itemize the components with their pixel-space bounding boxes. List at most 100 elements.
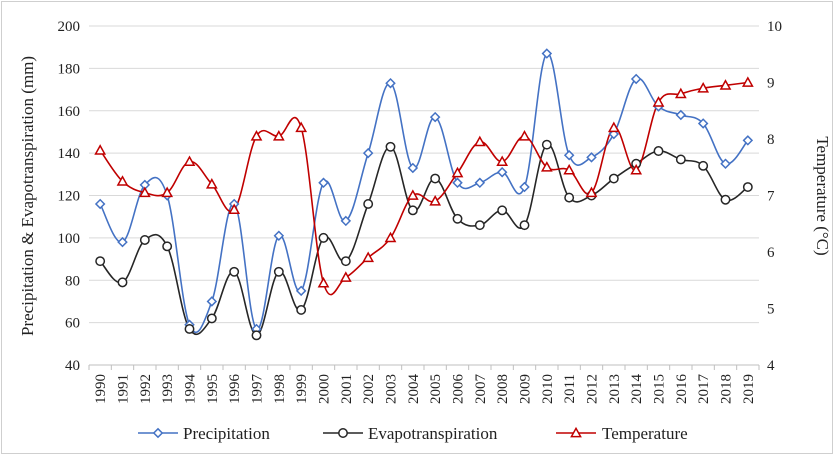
point-evapotranspiration-1994 xyxy=(184,324,195,334)
y2-tick-label: 6 xyxy=(767,245,775,261)
point-evapotranspiration-1991 xyxy=(117,277,128,288)
legend-item-evapotranspiration[interactable]: Evapotranspiration xyxy=(323,424,498,443)
y2-tick-label: 5 xyxy=(767,302,775,318)
point-temperature-2017 xyxy=(697,82,710,93)
point-evapotranspiration-2019 xyxy=(742,182,753,192)
legend-label-precipitation: Precipitation xyxy=(183,424,270,443)
point-evapotranspiration-2008 xyxy=(497,205,508,216)
point-precipitation-2017 xyxy=(697,118,709,129)
legend-item-temperature[interactable]: Temperature xyxy=(556,424,688,443)
point-evapotranspiration-2017 xyxy=(698,160,709,171)
x-tick-label: 1992 xyxy=(138,374,154,404)
point-precipitation-2005 xyxy=(429,111,441,123)
point-temperature-1998 xyxy=(272,130,285,141)
point-temperature-2010 xyxy=(540,161,553,172)
point-precipitation-2018 xyxy=(720,158,731,169)
y-tick-label: 40 xyxy=(65,358,80,374)
legend-marker-shape-temperature xyxy=(570,426,582,438)
y2-tick-label: 10 xyxy=(767,19,782,35)
point-evapotranspiration-1996 xyxy=(229,266,240,277)
point-temperature-2018 xyxy=(719,79,732,90)
legend: Precipitation Evapotranspiration Tempera… xyxy=(138,424,688,443)
y2-axis-title: Temperature (°C) xyxy=(813,136,832,255)
point-evapotranspiration-2009 xyxy=(519,220,530,231)
point-temperature-1996 xyxy=(228,203,241,215)
y-tick-label: 140 xyxy=(58,146,81,162)
point-temperature-2011 xyxy=(563,163,576,175)
point-evapotranspiration-2001 xyxy=(340,256,351,267)
x-tick-label: 2007 xyxy=(473,374,489,405)
point-precipitation-2004 xyxy=(407,162,419,174)
point-precipitation-2012 xyxy=(586,152,597,163)
legend-marker-shape-precipitation xyxy=(152,427,164,439)
point-evapotranspiration-2003 xyxy=(385,141,396,152)
x-tick-label: 2013 xyxy=(607,374,623,404)
point-temperature-2012 xyxy=(585,186,598,198)
point-temperature-2001 xyxy=(339,271,352,282)
point-temperature-1992 xyxy=(138,186,151,198)
point-temperature-2003 xyxy=(384,231,397,243)
point-evapotranspiration-2006 xyxy=(452,213,463,224)
point-temperature-1994 xyxy=(183,155,196,167)
x-tick-label: 1998 xyxy=(272,374,288,404)
y-tick-label: 60 xyxy=(65,316,80,332)
y-tick-label: 120 xyxy=(58,189,81,205)
point-precipitation-1998 xyxy=(273,230,285,242)
point-temperature-2013 xyxy=(607,121,620,133)
point-precipitation-2001 xyxy=(340,215,352,227)
y2-tick-label: 4 xyxy=(767,358,775,374)
point-temperature-2019 xyxy=(741,76,754,87)
y-axis-title: Precipitation & Evapotranspiration (mm) xyxy=(18,56,37,336)
point-temperature-2014 xyxy=(630,163,643,175)
legend-marker-precipitation xyxy=(152,427,164,439)
y-tick-label: 180 xyxy=(58,61,81,77)
x-tick-label: 2011 xyxy=(562,374,578,403)
point-evapotranspiration-2013 xyxy=(608,173,619,184)
point-evapotranspiration-2011 xyxy=(564,192,575,203)
legend-marker-shape-evapotranspiration xyxy=(338,428,348,438)
point-precipitation-2008 xyxy=(496,166,508,178)
legend-item-precipitation[interactable]: Precipitation xyxy=(138,424,270,443)
legend-label-evapotranspiration: Evapotranspiration xyxy=(368,424,498,443)
x-tick-label: 1991 xyxy=(116,374,132,404)
x-tick-label: 1997 xyxy=(250,374,266,405)
y2-tick-label: 8 xyxy=(767,132,775,148)
point-temperature-2009 xyxy=(518,130,531,141)
x-tick-label: 2001 xyxy=(339,374,355,404)
y-tick-label: 160 xyxy=(58,104,81,120)
point-evapotranspiration-1993 xyxy=(162,241,173,252)
point-precipitation-1995 xyxy=(206,296,218,307)
point-temperature-1991 xyxy=(116,175,129,186)
point-evapotranspiration-2018 xyxy=(720,194,731,205)
x-tick-label: 2002 xyxy=(361,374,377,404)
x-tick-label: 1999 xyxy=(294,374,310,404)
point-precipitation-2014 xyxy=(630,73,642,85)
x-tick-label: 2018 xyxy=(719,374,735,404)
x-tick-label: 2004 xyxy=(406,374,422,405)
point-precipitation-2019 xyxy=(742,135,754,146)
point-temperature-2015 xyxy=(652,96,665,107)
x-tick-label: 2016 xyxy=(674,374,690,405)
y-tick-label: 80 xyxy=(65,273,80,289)
point-temperature-2006 xyxy=(451,166,464,178)
point-precipitation-2003 xyxy=(385,77,396,89)
x-tick-label: 2014 xyxy=(629,374,645,405)
point-precipitation-2009 xyxy=(519,181,530,193)
point-temperature-2007 xyxy=(473,135,486,147)
x-tick-label: 2008 xyxy=(495,374,511,404)
y2-tick-label: 9 xyxy=(767,76,775,92)
point-precipitation-2010 xyxy=(541,48,553,59)
x-tick-label: 2017 xyxy=(696,374,712,405)
point-precipitation-1991 xyxy=(117,236,128,248)
x-tick-label: 2012 xyxy=(585,374,601,404)
point-evapotranspiration-2002 xyxy=(363,199,374,209)
point-temperature-2016 xyxy=(674,87,687,99)
point-precipitation-2006 xyxy=(452,177,463,189)
point-temperature-1995 xyxy=(205,178,218,189)
point-precipitation-1999 xyxy=(295,285,307,297)
point-evapotranspiration-2016 xyxy=(675,154,686,165)
